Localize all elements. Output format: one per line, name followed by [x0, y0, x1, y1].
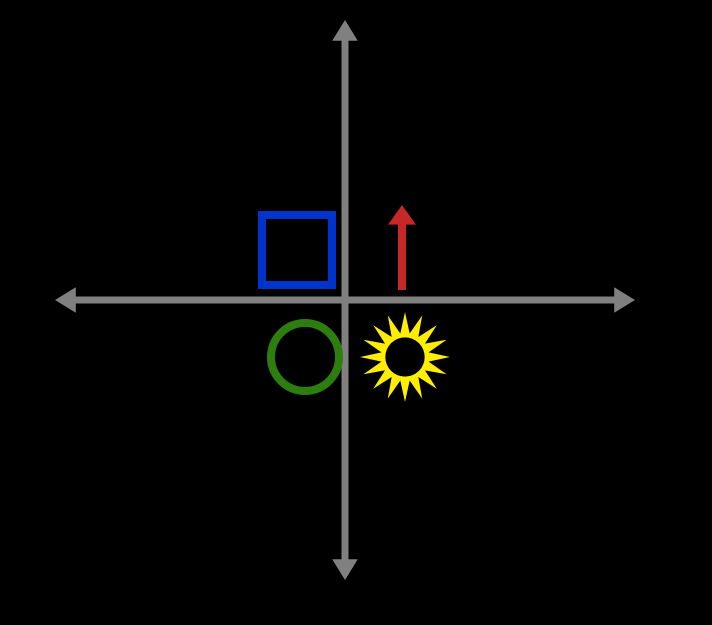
yellow-sun-icon [360, 312, 450, 402]
green-circle-icon [271, 323, 339, 391]
red-up-arrow-icon [388, 205, 416, 290]
axes [55, 20, 635, 580]
coordinate-diagram [0, 0, 712, 625]
blue-square-icon [262, 215, 332, 285]
